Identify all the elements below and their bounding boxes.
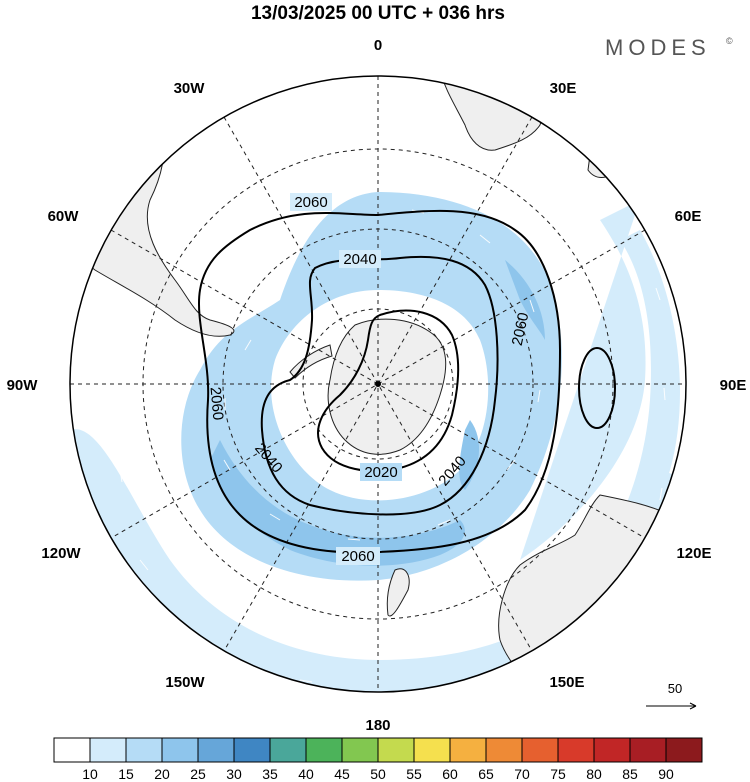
contour-label: 2020 xyxy=(364,464,397,481)
meridian-line xyxy=(110,229,646,539)
colorbar-tick-label: 90 xyxy=(658,766,674,782)
colorbar-swatch xyxy=(665,737,703,763)
reference-vector-arrowhead xyxy=(689,702,697,710)
colorbar-swatch xyxy=(449,737,487,763)
colorbar-swatch xyxy=(233,737,271,763)
meridian-line xyxy=(223,116,533,652)
colorbar-tick-label: 65 xyxy=(478,766,494,782)
brand-mark: © xyxy=(726,36,733,46)
colorbar-tick-label: 10 xyxy=(82,766,98,782)
contour-label: 2060 xyxy=(207,386,227,421)
meridian-line xyxy=(223,116,533,652)
colorbar-swatch xyxy=(305,737,343,763)
colorbar-swatch xyxy=(53,737,91,763)
colorbar-tick-label: 60 xyxy=(442,766,458,782)
new-zealand xyxy=(386,568,410,617)
lon-label-180: 180 xyxy=(365,717,390,734)
colorbar-swatch xyxy=(377,737,415,763)
colorbar-swatch xyxy=(629,737,667,763)
colorbar-tick-label: 30 xyxy=(226,766,242,782)
colorbar-tick-label: 45 xyxy=(334,766,350,782)
contour-2040 xyxy=(260,255,499,516)
shade-right-band xyxy=(590,230,680,590)
contour-2060-closed xyxy=(578,347,616,429)
colorbar-tick-label: 35 xyxy=(262,766,278,782)
contour-label: 2040 xyxy=(343,251,376,268)
lon-label-90e: 90E xyxy=(720,377,747,394)
lon-label-90w: 90W xyxy=(7,377,39,394)
contour-label-bg xyxy=(339,250,381,268)
reference-vector-label: 50 xyxy=(668,681,682,696)
colorbar-swatch xyxy=(161,737,199,763)
colorbar-tick-label: 80 xyxy=(586,766,602,782)
lon-label-150e: 150E xyxy=(549,674,584,691)
colorbar-swatch xyxy=(125,737,163,763)
brand-text: MODES xyxy=(605,35,711,60)
colorbar-tick-label: 25 xyxy=(190,766,206,782)
longitude-labels: 0 30E 60E 90E 120E 150E 180 150W 120W 90… xyxy=(7,37,747,734)
contour-label: 2060 xyxy=(294,194,327,211)
colorbar-swatch xyxy=(593,737,631,763)
colorbar: 10 15 20 25 30 35 40 45 50 55 60 65 70 75 80 85 90 xyxy=(53,737,703,782)
contour-label: 2060 xyxy=(341,548,374,565)
colorbar-tick-label: 75 xyxy=(550,766,566,782)
antarctica xyxy=(289,318,447,455)
lon-label-150w: 150W xyxy=(165,674,205,691)
contour-label-bg xyxy=(290,193,332,211)
shade-jet-core-south xyxy=(210,440,465,566)
colorbar-swatch xyxy=(341,737,379,763)
colorbar-tick-label: 20 xyxy=(154,766,170,782)
colorbar-swatch xyxy=(413,737,451,763)
contour-label-bg xyxy=(336,547,380,565)
colorbar-swatch xyxy=(521,737,559,763)
lon-label-0: 0 xyxy=(374,37,382,54)
map-boundary xyxy=(69,75,687,693)
madagascar xyxy=(587,152,617,178)
colorbar-tick-label: 40 xyxy=(298,766,314,782)
lon-label-120e: 120E xyxy=(676,545,711,562)
colorbar-swatch xyxy=(557,737,595,763)
contour-2060 xyxy=(198,209,562,554)
brand-logo: MODES © xyxy=(605,35,733,60)
contour-label: 2060 xyxy=(509,311,533,347)
colorbar-tick-label: 15 xyxy=(118,766,134,782)
colorbar-tick-label: 70 xyxy=(514,766,530,782)
lon-label-60e: 60E xyxy=(675,208,702,225)
reference-vector: 50 xyxy=(646,681,697,710)
lon-label-120w: 120W xyxy=(41,545,81,562)
lon-label-30e: 30E xyxy=(550,80,577,97)
colorbar-tick-label: 55 xyxy=(406,766,422,782)
south-pole-marker xyxy=(375,381,381,387)
map-disc xyxy=(70,76,686,692)
meridian-line xyxy=(110,229,646,539)
colorbar-tick-label: 85 xyxy=(622,766,638,782)
colorbar-swatch xyxy=(89,737,127,763)
shade-jet-core-east xyxy=(505,260,545,340)
colorbar-swatch xyxy=(197,737,235,763)
lon-label-60w: 60W xyxy=(48,208,80,225)
colorbar-swatch xyxy=(485,737,523,763)
map-title: 13/03/2025 00 UTC + 036 hrs xyxy=(251,3,505,24)
contour-label-bg xyxy=(360,463,402,481)
lon-label-30w: 30W xyxy=(174,80,206,97)
colorbar-tick-label: 50 xyxy=(370,766,386,782)
colorbar-swatch xyxy=(269,737,307,763)
